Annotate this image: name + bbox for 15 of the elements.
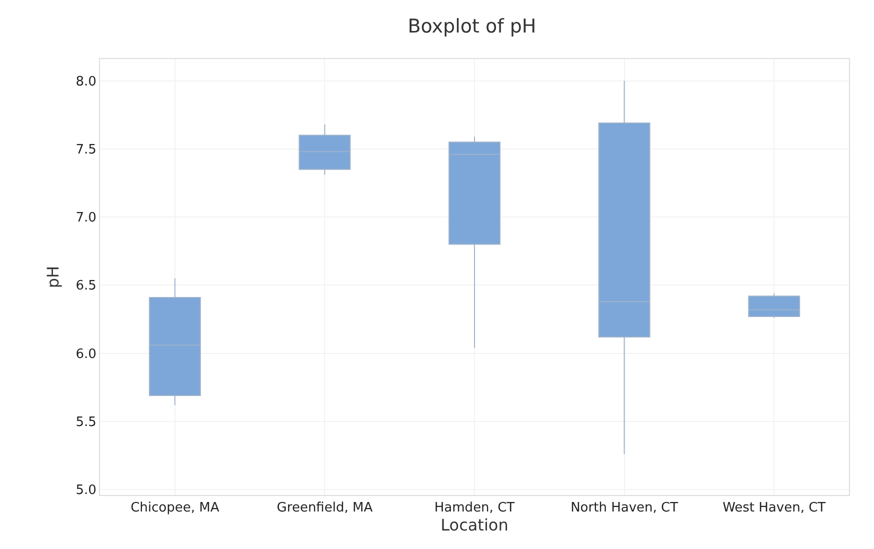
y-tick-label: 8.0 <box>76 74 96 90</box>
y-tick-label: 5.5 <box>76 414 96 430</box>
x-tick-label: Hamden, CT <box>434 500 515 516</box>
x-tick-label: Greenfield, MA <box>276 500 373 516</box>
y-tick-label: 7.5 <box>76 142 96 158</box>
chart-title: Boxplot of pH <box>408 16 536 38</box>
y-tick-label: 5.0 <box>76 483 96 498</box>
x-axis-title: Location <box>440 516 508 535</box>
y-axis-title: pH <box>44 266 63 288</box>
x-tick-label: West Haven, CT <box>722 500 826 516</box>
y-tick-label: 6.0 <box>76 346 96 362</box>
x-tick-label: North Haven, CT <box>570 500 678 516</box>
y-tick-label: 6.5 <box>76 278 96 294</box>
x-tick-label: Chicopee, MA <box>130 500 220 516</box>
y-tick-label: 7.0 <box>76 210 96 226</box>
